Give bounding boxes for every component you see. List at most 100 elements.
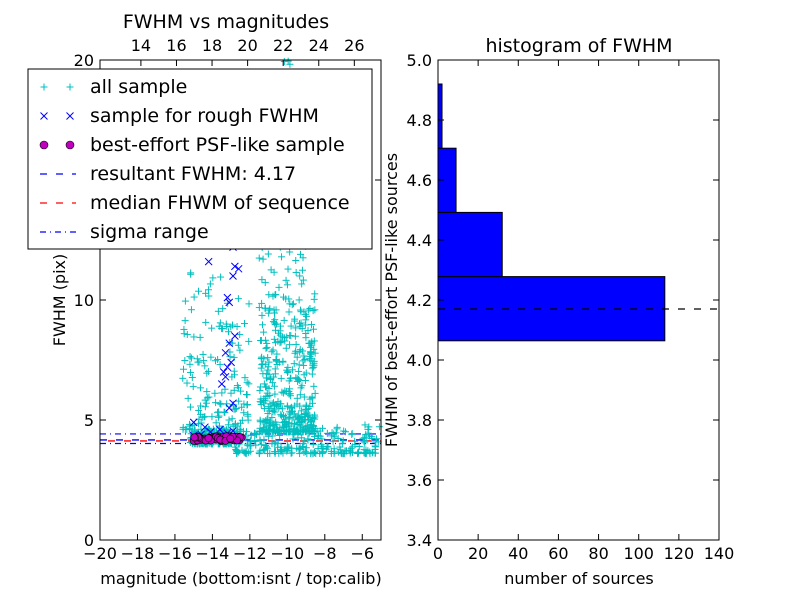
histogram-x-axis-label: number of sources bbox=[504, 569, 654, 588]
all-sample-point bbox=[245, 380, 253, 388]
all-sample-point bbox=[259, 370, 267, 378]
all-sample-point bbox=[245, 337, 253, 345]
scatter-x-tick-label: −8 bbox=[313, 544, 337, 563]
all-sample-point bbox=[309, 307, 317, 315]
legend-entry-rough-fwhm: sample for rough FWHM bbox=[40, 105, 319, 127]
all-sample-point bbox=[308, 393, 316, 401]
all-sample-point bbox=[271, 291, 279, 299]
all-sample-point bbox=[319, 444, 327, 452]
histogram-x-tick-label: 20 bbox=[468, 544, 488, 563]
all-sample-point bbox=[225, 416, 233, 424]
legend-entry-all-sample: all sample bbox=[40, 76, 187, 98]
all-sample-point bbox=[308, 370, 316, 378]
histogram-bar bbox=[437, 83, 443, 149]
all-sample-point bbox=[299, 347, 307, 355]
all-sample-point bbox=[212, 419, 220, 427]
all-sample-point bbox=[270, 373, 278, 381]
all-sample-point bbox=[323, 429, 331, 437]
all-sample-point bbox=[288, 366, 296, 374]
all-sample-point bbox=[279, 358, 287, 366]
all-sample-point bbox=[373, 435, 381, 443]
all-sample-point bbox=[242, 447, 250, 455]
all-sample-point bbox=[264, 250, 272, 258]
all-sample-point bbox=[300, 393, 308, 401]
all-sample-point bbox=[273, 350, 281, 358]
all-sample-point bbox=[262, 442, 270, 450]
histogram-y-tick-label: 3.6 bbox=[407, 471, 432, 490]
all-sample-point bbox=[231, 405, 239, 413]
all-sample-point bbox=[240, 409, 248, 417]
histogram-x-tick-label: 120 bbox=[664, 544, 695, 563]
all-sample-point bbox=[296, 391, 304, 399]
all-sample-point bbox=[268, 400, 276, 408]
histogram-x-tick-label: 40 bbox=[508, 544, 528, 563]
scatter-title: FWHM vs magnitudes bbox=[123, 11, 329, 33]
all-sample-point bbox=[238, 446, 246, 454]
all-sample-point bbox=[277, 412, 285, 420]
all-sample-point bbox=[286, 332, 294, 340]
all-sample-point bbox=[190, 333, 198, 341]
all-sample-point bbox=[187, 354, 195, 362]
all-sample-point bbox=[371, 442, 379, 450]
scatter-top-tick-label: 18 bbox=[202, 36, 222, 55]
all-sample-point bbox=[276, 428, 284, 436]
rough-fwhm-point bbox=[225, 339, 234, 348]
all-sample-point bbox=[180, 330, 188, 338]
all-sample-point bbox=[257, 440, 265, 448]
all-sample-point bbox=[261, 304, 269, 312]
legend-entry-median-fwhm: median FHWM of sequence bbox=[40, 192, 350, 214]
all-sample-point bbox=[203, 399, 211, 407]
all-sample-point bbox=[297, 384, 305, 392]
all-sample-point bbox=[311, 306, 319, 314]
all-sample-point bbox=[263, 383, 271, 391]
scatter-y-tick-label: 0 bbox=[84, 531, 94, 550]
scatter-x-tick-label: −14 bbox=[196, 544, 230, 563]
all-sample-point bbox=[265, 421, 273, 429]
all-sample-point bbox=[286, 428, 294, 436]
rough-fwhm-point bbox=[189, 418, 198, 427]
all-sample-point bbox=[265, 309, 273, 317]
all-sample-point bbox=[272, 356, 280, 364]
all-sample-point bbox=[278, 253, 286, 261]
all-sample-point bbox=[219, 325, 227, 333]
all-sample-point bbox=[295, 361, 303, 369]
all-sample-point bbox=[233, 382, 241, 390]
all-sample-point bbox=[247, 431, 255, 439]
all-sample-point bbox=[284, 403, 292, 411]
all-sample-point bbox=[184, 394, 192, 402]
all-sample-point bbox=[311, 290, 319, 298]
all-sample-point bbox=[201, 413, 209, 421]
all-sample-point bbox=[194, 358, 202, 366]
all-sample-point bbox=[243, 440, 251, 448]
all-sample-point bbox=[333, 423, 341, 431]
legend-label-median-fwhm: median FHWM of sequence bbox=[90, 192, 350, 214]
all-sample-point bbox=[268, 348, 276, 356]
all-sample-point bbox=[280, 316, 288, 324]
all-sample-point bbox=[305, 339, 313, 347]
legend-label-best-effort: best-effort PSF-like sample bbox=[90, 134, 345, 156]
all-sample-point bbox=[290, 425, 298, 433]
all-sample-point bbox=[183, 379, 191, 387]
all-sample-point bbox=[302, 369, 310, 377]
histogram-ticks: 0 20 40 60 80 100 120 140 3.4 3.6 3.8 4.0 4.2 4.4 4.6 4… bbox=[407, 51, 735, 563]
all-sample-point bbox=[310, 295, 318, 303]
legend-x-a bbox=[40, 112, 48, 120]
all-sample-point bbox=[266, 305, 274, 313]
all-sample-point bbox=[336, 446, 344, 454]
all-sample-point bbox=[234, 341, 242, 349]
histogram-y-tick-label: 5.0 bbox=[407, 51, 432, 70]
scatter-top-tick-label: 26 bbox=[344, 36, 364, 55]
legend-entry-sigma-range: sigma range bbox=[40, 221, 209, 243]
all-sample-point bbox=[262, 344, 270, 352]
all-sample-point bbox=[203, 369, 211, 377]
all-sample-point bbox=[268, 440, 276, 448]
legend-marker-circle bbox=[39, 140, 75, 150]
all-sample-point bbox=[309, 399, 317, 407]
all-sample-point bbox=[234, 295, 242, 303]
all-sample-point bbox=[243, 378, 251, 386]
all-sample-point bbox=[296, 414, 304, 422]
all-sample-point bbox=[302, 428, 310, 436]
rough-fwhm-point bbox=[231, 332, 239, 340]
all-sample-point bbox=[277, 322, 285, 330]
